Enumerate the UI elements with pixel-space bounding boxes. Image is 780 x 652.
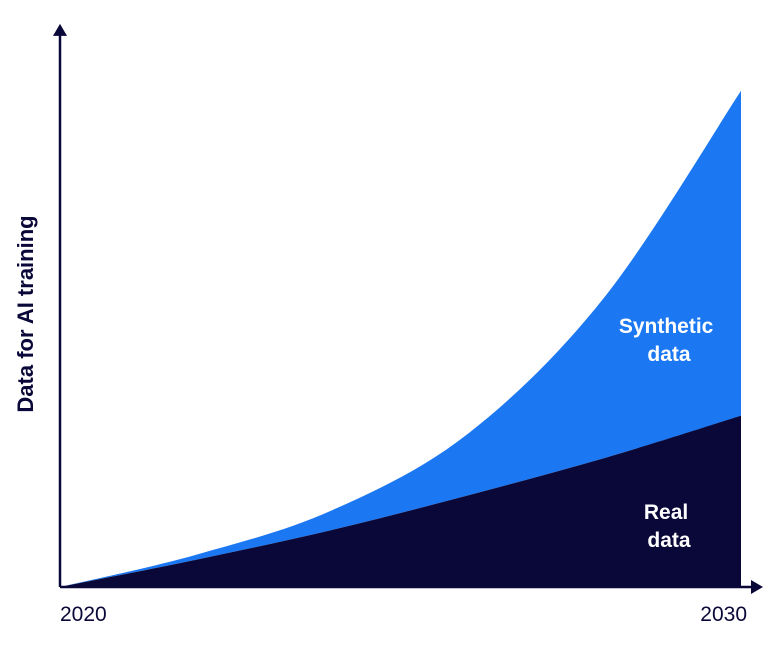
y-axis-title: Data for AI training (13, 215, 38, 412)
y-axis-arrow-icon (53, 23, 67, 36)
synthetic-data-label: Synthetic data (619, 315, 719, 366)
synthetic-data-label-line-2: data (647, 343, 691, 366)
real-data-area (60, 415, 741, 587)
x-axis-arrow-icon (751, 580, 763, 594)
x-tick-label-2020: 2020 (60, 603, 107, 626)
real-data-label-line-1: Real (644, 501, 688, 524)
real-data-label-line-2: data (647, 529, 691, 552)
synthetic-data-label-line-1: Synthetic (619, 315, 714, 338)
x-tick-label-2030: 2030 (700, 603, 747, 626)
synthetic-data-area (60, 90, 741, 588)
real-data-label: Real data (644, 501, 694, 552)
